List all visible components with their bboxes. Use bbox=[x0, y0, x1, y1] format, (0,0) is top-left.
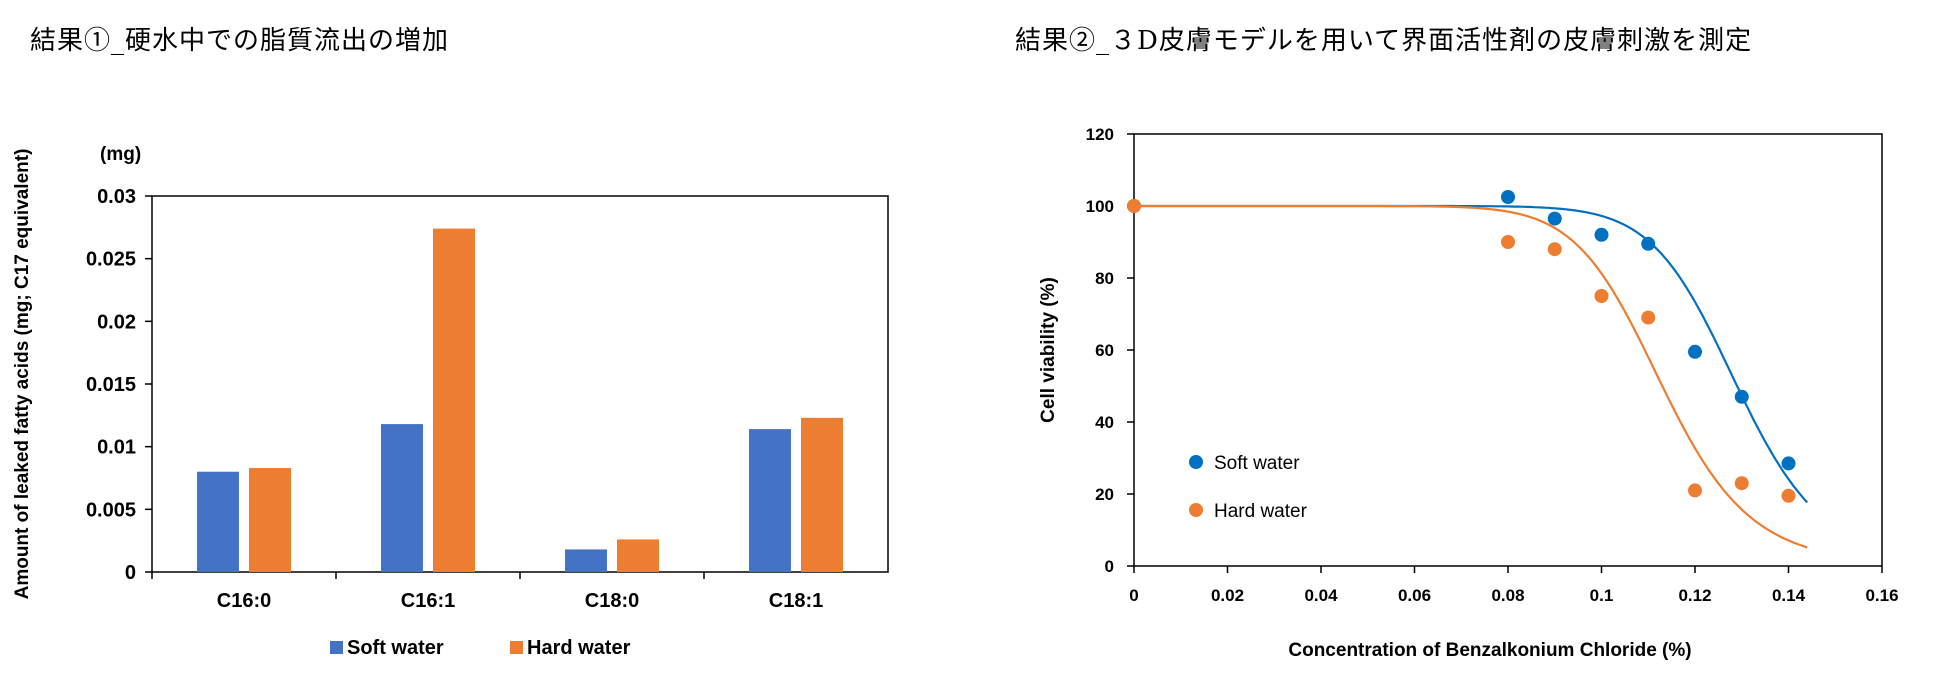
data-point-soft-water bbox=[1734, 389, 1749, 404]
data-point-hard-water bbox=[1501, 235, 1515, 249]
bar-soft-water-c18-0 bbox=[565, 549, 607, 572]
bar-hard-water-c16-1 bbox=[433, 228, 475, 572]
bar-y-unit-label: (mg) bbox=[100, 144, 141, 165]
data-point-hard-water bbox=[1688, 483, 1702, 498]
scatter-x-tick-label: 0.12 bbox=[1678, 586, 1711, 605]
scatter-x-tick-label: 0.08 bbox=[1491, 586, 1524, 605]
bar-y-tick-label: 0 bbox=[125, 562, 136, 584]
legend-label-hard-water: Hard water bbox=[1214, 501, 1308, 522]
data-point-hard-water bbox=[1641, 310, 1656, 325]
scatter-x-tick-label: 0.06 bbox=[1398, 586, 1431, 605]
scatter-y-tick-label: 80 bbox=[1095, 269, 1114, 288]
legend-swatch-soft-water bbox=[330, 641, 343, 654]
scatter-y-axis-title: Cell viability (%) bbox=[1038, 277, 1059, 423]
data-point-hard-water bbox=[1127, 199, 1141, 213]
bar-hard-water-c18-0 bbox=[617, 539, 659, 572]
bar-x-category-label: C16:1 bbox=[401, 590, 455, 612]
bar-hard-water-c18-1 bbox=[801, 417, 843, 572]
left-section-heading: 結果①_硬水中での脂質流出の増加 bbox=[30, 26, 450, 56]
scatter-y-tick-label: 0 bbox=[1105, 557, 1114, 576]
data-point-soft-water bbox=[1547, 211, 1562, 226]
legend-marker-soft-water bbox=[1189, 455, 1203, 469]
bar-y-tick-label: 0.02 bbox=[97, 311, 136, 333]
scatter-y-tick-label: 120 bbox=[1086, 125, 1114, 144]
scatter-x-tick-label: 0.1 bbox=[1590, 586, 1614, 605]
scatter-y-tick-label: 60 bbox=[1095, 341, 1114, 360]
data-point-hard-water bbox=[1781, 488, 1796, 503]
legend-swatch-hard-water bbox=[510, 641, 523, 654]
scatter-y-tick-label: 100 bbox=[1086, 197, 1114, 216]
bar-y-tick-label: 0.025 bbox=[86, 249, 136, 271]
scatter-x-tick-label: 0.14 bbox=[1772, 586, 1806, 605]
bar-x-category-label: C16:0 bbox=[217, 590, 271, 612]
scatter-y-tick-label: 20 bbox=[1095, 485, 1114, 504]
bar-y-axis-title: Amount of leaked fatty acids (mg; C17 eq… bbox=[12, 149, 33, 600]
data-point-hard-water bbox=[1594, 289, 1609, 303]
bar-hard-water-c16-0 bbox=[249, 467, 291, 572]
data-point-hard-water bbox=[1734, 476, 1749, 491]
scatter-y-tick-label: 40 bbox=[1095, 413, 1114, 432]
data-point-soft-water bbox=[1594, 227, 1609, 242]
scatter-x-tick-label: 0.16 bbox=[1865, 586, 1898, 605]
bar-x-category-label: C18:0 bbox=[585, 590, 639, 612]
legend-label-hard-water: Hard water bbox=[527, 637, 631, 659]
bar-y-tick-label: 0.01 bbox=[97, 437, 136, 459]
data-point-soft-water bbox=[1641, 236, 1656, 251]
data-point-soft-water bbox=[1501, 190, 1515, 204]
data-point-soft-water bbox=[1781, 456, 1796, 471]
bar-y-tick-label: 0.005 bbox=[86, 499, 136, 521]
data-point-soft-water bbox=[1688, 344, 1702, 359]
legend-marker-hard-water bbox=[1189, 503, 1203, 517]
scatter-x-tick-label: 0.04 bbox=[1304, 586, 1338, 605]
bar-y-tick-label: 0.015 bbox=[86, 374, 136, 396]
right-section-heading: 結果②_３D皮膚モデルを用いて界面活性剤の皮膚刺激を測定 bbox=[1015, 26, 1753, 56]
bar-x-category-label: C18:1 bbox=[769, 590, 823, 612]
legend-label-soft-water: Soft water bbox=[347, 637, 444, 659]
legend-label-soft-water: Soft water bbox=[1214, 453, 1300, 474]
scatter-x-tick-label: 0.02 bbox=[1211, 586, 1244, 605]
bar-soft-water-c16-0 bbox=[197, 471, 239, 572]
scatter-x-tick-label: 0 bbox=[1129, 586, 1138, 605]
bar-soft-water-c18-1 bbox=[749, 429, 791, 572]
fit-curve-hard-water bbox=[1134, 204, 1808, 549]
scatter-x-axis-title: Concentration of Benzalkonium Chloride (… bbox=[1288, 640, 1691, 661]
bar-y-tick-label: 0.03 bbox=[97, 186, 136, 208]
data-point-hard-water bbox=[1547, 242, 1562, 257]
bar-soft-water-c16-1 bbox=[381, 424, 423, 572]
